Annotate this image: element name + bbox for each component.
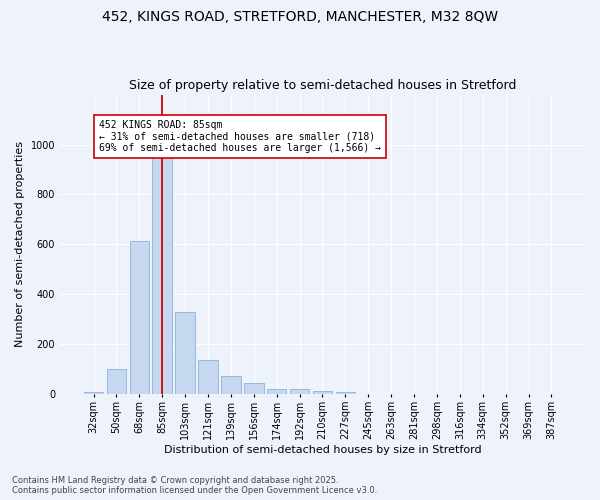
Title: Size of property relative to semi-detached houses in Stretford: Size of property relative to semi-detach…: [129, 79, 516, 92]
Bar: [84, 392, 103, 394]
Text: 452 KINGS ROAD: 85sqm
← 31% of semi-detached houses are smaller (718)
69% of sem: 452 KINGS ROAD: 85sqm ← 31% of semi-deta…: [99, 120, 381, 152]
Bar: [107, 370, 126, 394]
Bar: [335, 392, 355, 394]
Bar: [130, 242, 149, 394]
Bar: [198, 360, 218, 394]
X-axis label: Distribution of semi-detached houses by size in Stretford: Distribution of semi-detached houses by …: [164, 445, 481, 455]
Bar: [221, 376, 241, 394]
Text: Contains HM Land Registry data © Crown copyright and database right 2025.
Contai: Contains HM Land Registry data © Crown c…: [12, 476, 377, 495]
Bar: [152, 157, 172, 394]
Bar: [290, 389, 309, 394]
Bar: [175, 312, 195, 394]
Bar: [313, 392, 332, 394]
Bar: [267, 389, 286, 394]
Bar: [244, 383, 263, 394]
Y-axis label: Number of semi-detached properties: Number of semi-detached properties: [15, 142, 25, 348]
Text: 452, KINGS ROAD, STRETFORD, MANCHESTER, M32 8QW: 452, KINGS ROAD, STRETFORD, MANCHESTER, …: [102, 10, 498, 24]
